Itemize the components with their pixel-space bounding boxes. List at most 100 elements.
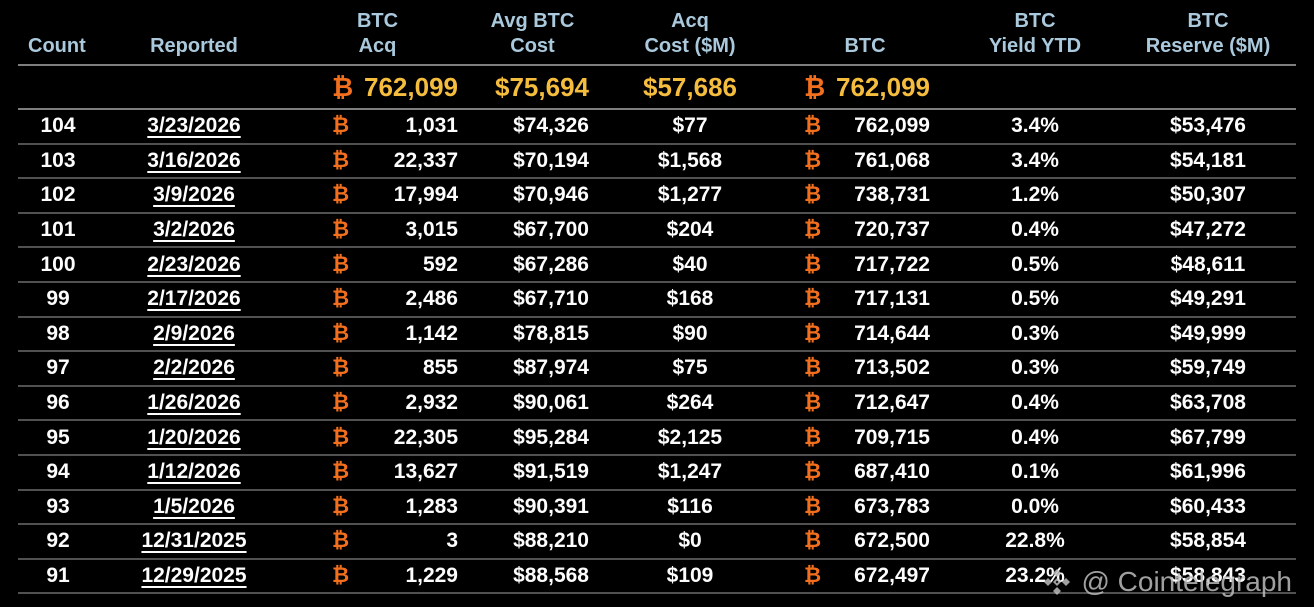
btc-total-cell: ₿ 673,783 [780,495,950,519]
btc-icon: ₿ [804,252,822,276]
reported-date-link[interactable]: 1/12/2026 [147,460,241,484]
count-cell: 98 [46,321,70,345]
btc-reserve-cell: $49,999 [1170,321,1246,345]
btc-icon: ₿ [804,287,822,311]
btc-icon: ₿ [332,287,350,311]
reported-date-link[interactable]: 2/23/2026 [147,252,241,276]
btc-total-value: 761,068 [854,148,930,172]
table-row: 101 3/2/2026 ₿ 3,015 $67,700 $204 ₿ 720,… [18,214,1296,249]
header-avg-btc-cost-line2: Cost [510,35,555,57]
reported-date-link[interactable]: 1/20/2026 [147,425,241,449]
btc-total-cell: ₿ 717,131 [780,287,950,311]
btc-total-cell: ₿ 672,497 [780,564,950,588]
btc-yield-cell: 23.2% [1005,564,1065,588]
btc-reserve-cell: $53,476 [1170,114,1246,138]
reported-date-link[interactable]: 2/2/2026 [153,356,235,380]
reported-date-link[interactable]: 2/17/2026 [147,287,241,311]
btc-icon: ₿ [332,494,350,518]
header-btc-yield-line2: Yield YTD [988,35,1082,57]
reported-date-cell: 3/23/2026 [98,114,290,138]
btc-icon: ₿ [332,529,350,553]
btc-icon: ₿ [804,114,822,138]
reported-date-link[interactable]: 3/9/2026 [153,183,235,207]
reported-date-link[interactable]: 1/26/2026 [147,391,241,415]
header-reported: Reported [98,34,290,59]
btc-reserve-cell: $58,854 [1170,529,1246,553]
btc-reserve-cell: $60,433 [1170,494,1246,518]
btc-total-cell: ₿ 713,502 [780,356,950,380]
table-row: 95 1/20/2026 ₿ 22,305 $95,284 $2,125 ₿ 7… [18,421,1296,456]
table-row: 91 12/29/2025 ₿ 1,229 $88,568 $109 ₿ 672… [18,560,1296,595]
acq-cost-cell: $168 [666,287,714,311]
reported-date-link[interactable]: 3/16/2026 [147,148,241,172]
btc-yield-cell: 3.4% [1011,148,1059,172]
table-row: 96 1/26/2026 ₿ 2,932 $90,061 $264 ₿ 712,… [18,387,1296,422]
count-cell: 103 [40,148,76,172]
btc-reserve-cell: $59,749 [1170,356,1246,380]
count-cell: 100 [40,252,76,276]
table-body: 104 3/23/2026 ₿ 1,031 $74,326 $77 ₿ 762,… [18,110,1296,595]
btc-acq-cell: ₿ 1,031 [290,114,465,138]
btc-total-value: 687,410 [854,460,930,484]
btc-reserve-cell: $54,181 [1170,148,1246,172]
btc-icon: ₿ [332,183,350,207]
avg-btc-cost-cell: $90,391 [513,494,589,518]
btc-total-cell: ₿ 712,647 [780,391,950,415]
reported-date-link[interactable]: 12/29/2025 [141,564,247,588]
btc-yield-cell: 3.4% [1011,114,1059,138]
acq-cost-cell: $264 [666,391,714,415]
btc-icon: ₿ [804,564,822,588]
btc-icon: ₿ [332,321,350,345]
btc-total-cell: ₿ 672,500 [780,529,950,553]
table-row: 98 2/9/2026 ₿ 1,142 $78,815 $90 ₿ 714,64… [18,318,1296,353]
btc-acq-value: 1,142 [405,321,458,345]
header-acq-cost: Acq Cost ($M) [600,9,780,59]
btc-total-value: 672,497 [854,564,930,588]
acq-cost-cell: $75 [672,356,708,380]
reported-date-cell: 3/2/2026 [98,218,290,242]
header-btc-acq-line1: BTC [356,10,399,32]
btc-reserve-cell: $50,307 [1170,183,1246,207]
reported-date-cell: 3/16/2026 [98,149,290,173]
avg-btc-cost-cell: $87,974 [513,356,589,380]
reported-date-link[interactable]: 3/2/2026 [153,218,235,242]
btc-acq-value: 592 [422,252,458,276]
btc-acq-cell: ₿ 13,627 [290,460,465,484]
btc-acq-value: 1,283 [405,494,458,518]
count-cell: 91 [46,564,70,588]
btc-yield-cell: 0.5% [1011,252,1059,276]
btc-yield-cell: 0.4% [1011,425,1059,449]
btc-acq-value: 22,337 [393,148,458,172]
reported-date-cell: 2/9/2026 [98,322,290,346]
btc-icon: ₿ [332,218,350,242]
acq-cost-cell: $1,247 [657,460,723,484]
btc-acq-value: 2,932 [405,391,458,415]
btc-icon: ₿ [332,564,350,588]
btc-icon: ₿ [332,391,350,415]
header-btc-reserve: BTC Reserve ($M) [1120,9,1296,59]
table-row: 102 3/9/2026 ₿ 17,994 $70,946 $1,277 ₿ 7… [18,179,1296,214]
btc-icon: ₿ [332,252,350,276]
reported-date-link[interactable]: 3/23/2026 [147,114,241,138]
count-cell: 96 [46,391,70,415]
avg-btc-cost-cell: $88,568 [513,564,589,588]
btc-acq-value: 2,486 [405,287,458,311]
acq-cost-cell: $2,125 [657,425,723,449]
btc-yield-cell: 0.1% [1011,460,1059,484]
btc-icon: ₿ [332,148,350,172]
btc-icon: ₿ [332,425,350,449]
btc-yield-cell: 0.3% [1011,356,1059,380]
acq-cost-cell: $204 [666,218,714,242]
btc-total-value: 672,500 [854,529,930,553]
reported-date-link[interactable]: 1/5/2026 [153,494,235,518]
reported-date-cell: 12/29/2025 [98,564,290,588]
btc-acq-value: 13,627 [393,460,458,484]
btc-total-value: 713,502 [854,356,930,380]
reported-date-link[interactable]: 12/31/2025 [141,529,247,553]
btc-acq-cell: ₿ 592 [290,253,465,277]
header-acq-cost-line1: Acq [671,10,709,32]
summary-avg-btc-cost: $75,694 [495,71,589,102]
reported-date-cell: 2/23/2026 [98,253,290,277]
reported-date-link[interactable]: 2/9/2026 [153,321,235,345]
avg-btc-cost-cell: $74,326 [513,114,589,138]
